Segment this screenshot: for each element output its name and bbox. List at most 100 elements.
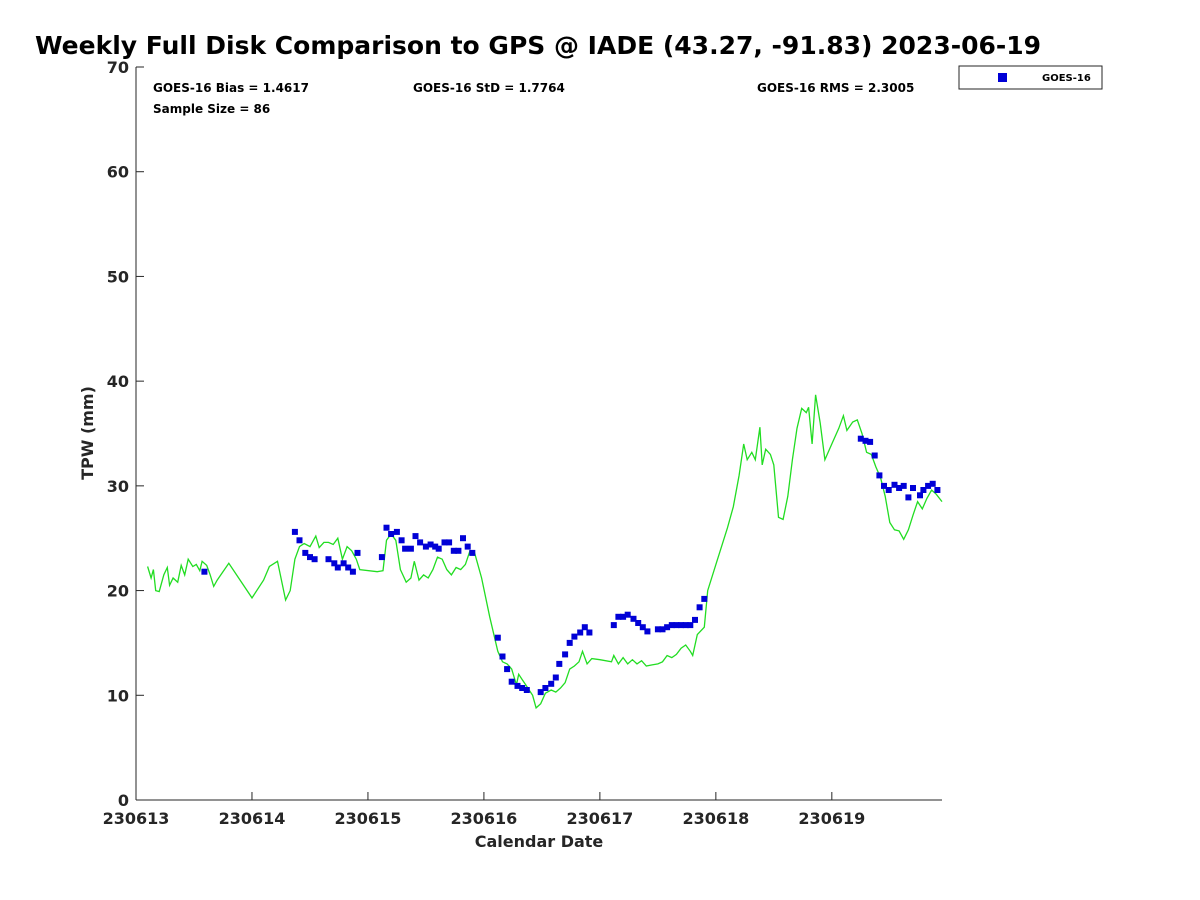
goes-data-point xyxy=(624,611,631,618)
bias-stat: GOES-16 Bias = 1.4617 xyxy=(153,81,309,95)
y-tick-label: 30 xyxy=(107,477,129,496)
goes-data-point xyxy=(871,452,878,459)
goes-data-point xyxy=(900,482,907,489)
goes-data-point xyxy=(331,560,338,567)
x-tick-label: 230619 xyxy=(798,809,865,828)
goes-data-point xyxy=(566,639,573,646)
y-tick-label: 20 xyxy=(107,582,129,601)
legend-box xyxy=(958,65,1103,90)
goes-data-point xyxy=(917,492,923,499)
legend-marker-goes xyxy=(998,73,1007,82)
goes-data-point xyxy=(311,556,318,563)
goes-data-point xyxy=(701,595,708,602)
goes-data-point xyxy=(345,564,352,571)
y-axis-label: TPW (mm) xyxy=(78,386,97,480)
goes-data-point xyxy=(383,524,390,531)
goes-data-point xyxy=(519,685,526,691)
goes-data-point xyxy=(469,549,476,556)
y-tick-label: 0 xyxy=(118,791,129,810)
x-tick-label: 230613 xyxy=(103,809,170,828)
y-tick-label: 60 xyxy=(107,163,129,182)
goes-data-point xyxy=(548,680,555,687)
gps-series-line xyxy=(146,394,943,710)
goes-data-point xyxy=(920,487,927,493)
goes-data-point xyxy=(446,539,453,546)
chart-title: Weekly Full Disk Comparison to GPS @ IAD… xyxy=(35,31,1041,60)
goes-data-point xyxy=(896,485,903,491)
goes-data-point xyxy=(673,622,680,629)
legend: GOES-16 xyxy=(958,65,1103,90)
goes-data-point xyxy=(885,487,892,493)
goes-data-point xyxy=(523,687,530,693)
goes-data-point xyxy=(325,556,332,563)
goes-data-point xyxy=(441,539,448,546)
goes-data-point xyxy=(577,629,584,636)
goes-data-point xyxy=(891,481,898,488)
goes-data-point xyxy=(412,533,419,540)
sample-size-stat: Sample Size = 86 xyxy=(153,102,270,116)
goes-data-point xyxy=(201,568,208,575)
x-tick-label: 230616 xyxy=(451,809,518,828)
goes-data-point xyxy=(378,554,385,561)
goes-data-point xyxy=(514,682,521,689)
goes-data-point xyxy=(422,543,429,550)
goes-data-point xyxy=(682,622,689,629)
goes-data-point xyxy=(460,535,466,542)
x-tick-label: 230617 xyxy=(566,809,633,828)
y-tick-label: 70 xyxy=(107,58,129,77)
goes-data-point xyxy=(929,480,936,487)
goes-data-point xyxy=(639,624,646,631)
goes-data-point xyxy=(393,528,400,535)
goes-data-point xyxy=(354,549,361,556)
goes-data-point xyxy=(340,560,347,567)
goes-data-point xyxy=(581,624,588,631)
goes-data-point xyxy=(562,651,569,658)
goes-data-point xyxy=(388,531,395,537)
goes-data-point xyxy=(398,537,405,544)
goes-data-point xyxy=(464,543,471,550)
goes-data-point xyxy=(857,435,864,442)
std-stat: GOES-16 StD = 1.7764 xyxy=(413,81,565,95)
goes-data-point xyxy=(664,624,671,631)
goes-data-point xyxy=(862,437,869,444)
rms-stat: GOES-16 RMS = 2.3005 xyxy=(757,81,914,95)
goes-data-point xyxy=(432,543,439,550)
y-tick-label: 10 xyxy=(107,686,129,705)
x-axis-label: Calendar Date xyxy=(475,832,604,851)
goes-data-point xyxy=(537,689,544,696)
goes-data-point xyxy=(659,626,666,633)
goes-data-point xyxy=(291,528,298,535)
goes-data-point xyxy=(494,634,501,641)
goes-data-point xyxy=(407,545,414,552)
goes-data-point xyxy=(307,554,313,561)
goes-data-point xyxy=(450,547,457,554)
goes-data-point xyxy=(678,622,685,629)
goes-data-point xyxy=(508,678,515,685)
goes-data-point xyxy=(334,564,341,571)
x-tick-label: 230614 xyxy=(219,809,286,828)
goes-data-point xyxy=(427,541,434,548)
goes-data-point xyxy=(668,622,675,629)
legend-label-goes: GOES-16 xyxy=(1042,73,1091,84)
goes-data-point xyxy=(654,626,661,633)
goes-data-point xyxy=(881,482,887,489)
goes-data-point xyxy=(417,539,424,546)
goes-data-point xyxy=(499,653,506,660)
goes-data-point xyxy=(615,613,622,620)
goes-data-point xyxy=(696,604,703,611)
goes-data-point xyxy=(504,666,511,673)
goes-data-point xyxy=(867,438,874,445)
goes-data-point xyxy=(934,487,941,493)
goes-data-point xyxy=(925,482,932,489)
goes-data-point xyxy=(556,660,563,667)
goes-data-point xyxy=(542,685,549,691)
goes-data-point xyxy=(349,568,356,575)
goes-data-point xyxy=(571,633,578,640)
goes-data-point xyxy=(435,545,442,552)
goes-data-point xyxy=(302,549,309,556)
goes-data-point xyxy=(610,622,617,629)
goes-data-point xyxy=(635,620,642,626)
goes-data-point xyxy=(296,537,303,544)
goes-data-point xyxy=(455,547,462,554)
goes-data-point xyxy=(620,613,627,620)
